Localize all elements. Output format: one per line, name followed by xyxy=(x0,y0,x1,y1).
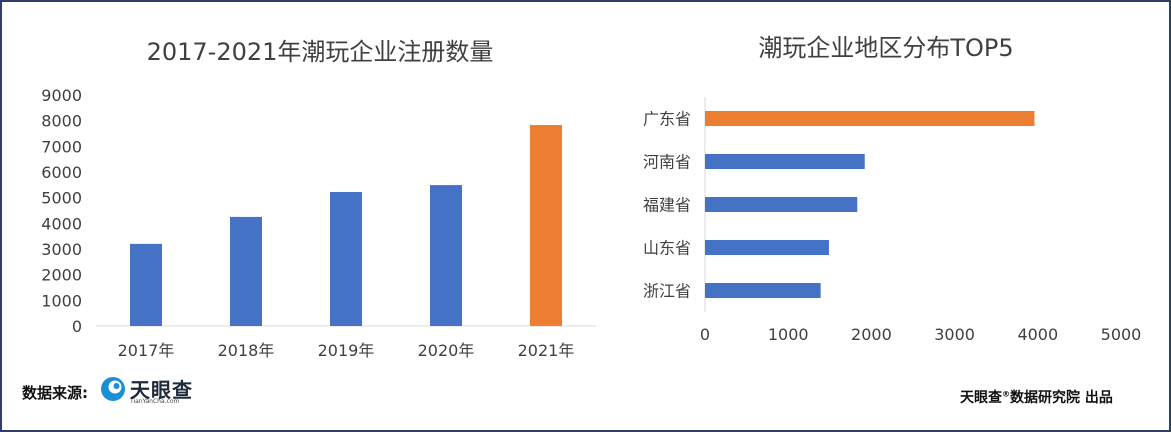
y-tick-label-3: 3000 xyxy=(41,240,82,259)
hbar-0 xyxy=(705,111,1035,126)
y-tick-label-5: 5000 xyxy=(41,189,82,208)
hbar-4 xyxy=(705,283,821,298)
left-chart-title: 2017-2021年潮玩企业注册数量 xyxy=(147,38,494,66)
tianyancha-logo-icon xyxy=(101,376,125,401)
bar-2 xyxy=(330,192,362,326)
hbar-3 xyxy=(705,240,829,255)
bar-4 xyxy=(530,125,562,326)
y-category-label-4: 浙江省 xyxy=(643,282,691,301)
y-tick-label-8: 8000 xyxy=(41,112,82,131)
credit-brand: 天眼查 xyxy=(960,390,1002,406)
brand-name: 天眼查 xyxy=(130,378,193,402)
credit-text: 天眼查®数据研究院 出品 xyxy=(960,387,1113,407)
y-category-label-2: 福建省 xyxy=(643,196,691,215)
x-tick-label-0: 2017年 xyxy=(118,341,175,360)
right-chart-title: 潮玩企业地区分布TOP5 xyxy=(758,34,1013,62)
y-tick-label-0: 0 xyxy=(72,317,82,336)
credit-rest: 数据研究院 出品 xyxy=(1010,390,1113,406)
x-tick-label-0: 0 xyxy=(700,325,710,344)
x-tick-label-3: 3000 xyxy=(934,325,975,344)
y-tick-label-4: 4000 xyxy=(41,214,82,233)
source-label: 数据来源: xyxy=(22,384,88,402)
registered-mark: ® xyxy=(1002,389,1010,399)
y-category-label-0: 广东省 xyxy=(643,110,691,129)
y-tick-label-6: 6000 xyxy=(41,163,82,182)
registration-bar-chart: 2017-2021年潮玩企业注册数量 0 1000 2000 3000 4000 5000 6… xyxy=(41,38,596,360)
y-category-label-3: 山东省 xyxy=(643,239,691,258)
x-tick-label-4: 2021年 xyxy=(518,341,575,360)
y-tick-label-9: 9000 xyxy=(41,86,82,105)
bar-1 xyxy=(230,216,262,326)
bar-0 xyxy=(130,243,162,326)
x-tick-label-1: 2018年 xyxy=(218,341,275,360)
y-tick-label-2: 2000 xyxy=(41,266,82,285)
brand-subtitle: TianYanCha.com xyxy=(130,398,180,405)
brand-logo: 天眼查 TianYanCha.com xyxy=(100,374,193,405)
y-category-label-1: 河南省 xyxy=(643,153,691,172)
x-tick-label-1: 1000 xyxy=(768,325,809,344)
x-tick-label-3: 2020年 xyxy=(418,341,475,360)
hbar-1 xyxy=(705,154,865,169)
y-tick-label-1: 1000 xyxy=(41,291,82,310)
y-tick-label-7: 7000 xyxy=(41,137,82,156)
x-tick-label-2: 2000 xyxy=(851,325,892,344)
x-tick-label-4: 4000 xyxy=(1017,325,1058,344)
bar-3 xyxy=(430,185,462,326)
x-tick-label-5: 5000 xyxy=(1101,325,1142,344)
x-tick-label-2: 2019年 xyxy=(318,341,375,360)
hbar-2 xyxy=(705,197,858,212)
